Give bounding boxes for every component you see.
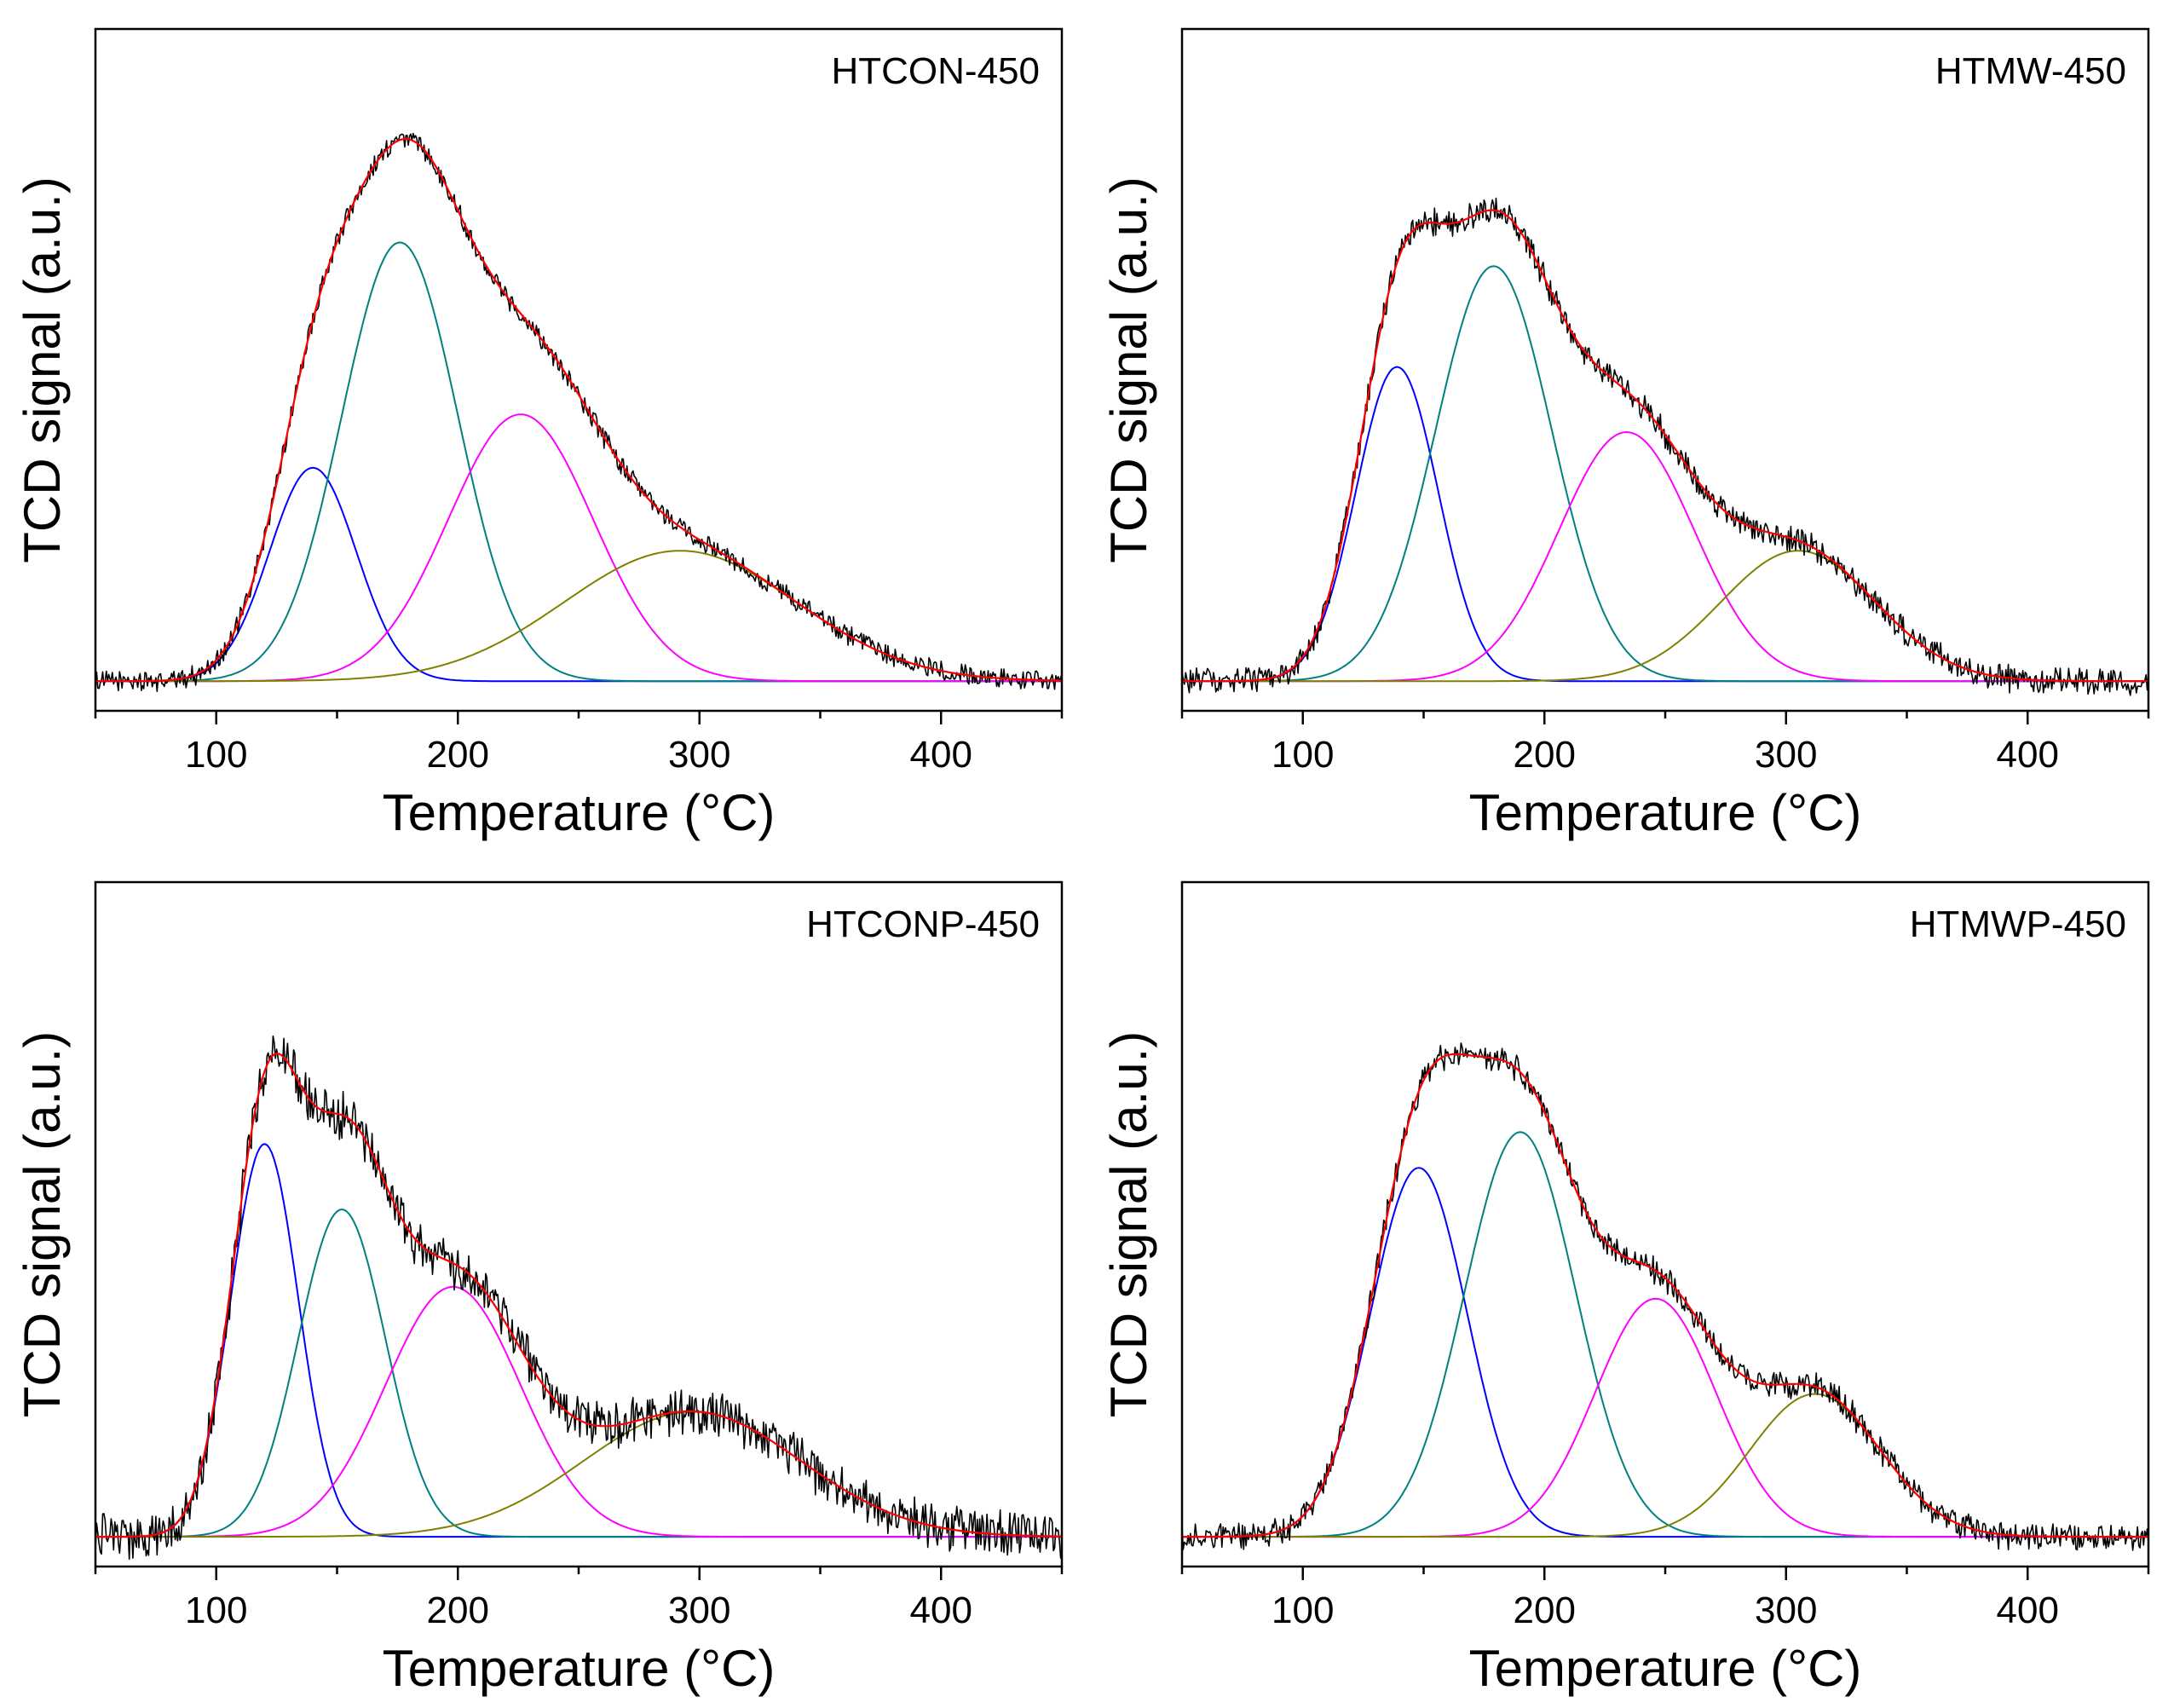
- fit-curve: [95, 138, 1062, 683]
- fit-curve: [95, 1053, 1062, 1538]
- x-axis-title: Temperature (°C): [383, 784, 776, 841]
- x-axis-title: Temperature (°C): [383, 1640, 776, 1697]
- x-tick-label: 200: [427, 1590, 489, 1631]
- x-tick-label: 400: [910, 1590, 972, 1631]
- peak-3-curve: [95, 1285, 1062, 1538]
- plot-area: [95, 1035, 1062, 1561]
- fit-curve: [1182, 209, 2148, 683]
- y-axis-title: TCD signal (a.u.): [14, 176, 71, 563]
- x-tick-label: 100: [185, 734, 247, 776]
- x-tick-label: 100: [185, 1590, 247, 1631]
- peak-1-curve: [1182, 1167, 2148, 1538]
- panel-title: HTCON-450: [832, 50, 1041, 92]
- x-tick-label: 400: [1997, 734, 2059, 776]
- x-tick-label: 300: [668, 1590, 730, 1631]
- x-tick-label: 300: [1755, 734, 1817, 776]
- x-tick-label: 200: [1514, 734, 1576, 776]
- x-tick-label: 100: [1272, 1590, 1334, 1631]
- chart-panel-2: 100 200 300 400 Temperature (°C) TCD signal (…: [1100, 27, 2150, 841]
- experimental-trace: [1182, 197, 2148, 696]
- x-axis-title: Temperature (°C): [1469, 784, 1862, 841]
- x-tick-label: 100: [1272, 734, 1334, 776]
- peak-2-curve: [1182, 265, 2148, 683]
- plot-area: [1182, 1042, 2148, 1551]
- experimental-trace: [95, 132, 1062, 692]
- peak-4-curve: [1182, 550, 2148, 683]
- peak-3-curve: [95, 413, 1062, 683]
- peak-1-curve: [95, 466, 1062, 683]
- x-tick-label: 400: [910, 734, 972, 776]
- y-axis-title: TCD signal (a.u.): [14, 1031, 71, 1417]
- x-tick-label: 300: [1755, 1590, 1817, 1631]
- panel-title: HTMWP-450: [1910, 903, 2126, 945]
- plot-area: [95, 132, 1062, 692]
- experimental-trace: [95, 1035, 1062, 1561]
- plot-area: [1182, 197, 2148, 696]
- panel-title: HTMW-450: [1935, 50, 2126, 92]
- y-axis-title: TCD signal (a.u.): [1100, 176, 1157, 563]
- peak-3-curve: [1182, 431, 2148, 683]
- x-axis-title: Temperature (°C): [1469, 1640, 1862, 1697]
- x-tick-label: 200: [1514, 1590, 1576, 1631]
- fit-curve: [1182, 1053, 2148, 1538]
- peak-1-curve: [1182, 366, 2148, 683]
- peak-3-curve: [1182, 1297, 2148, 1538]
- peak-2-curve: [95, 1209, 1062, 1538]
- chart-panel-1: 100 200 300 400 Temperature (°C) TCD signal (…: [14, 27, 1064, 841]
- chart-panel-3: 100 200 300 400 Temperature (°C) TCD signal (…: [14, 880, 1064, 1697]
- y-axis-title: TCD signal (a.u.): [1100, 1031, 1157, 1417]
- chart-panel-4: 100 200 300 400 Temperature (°C) TCD signal (…: [1100, 880, 2150, 1697]
- panel-title: HTCONP-450: [806, 903, 1040, 945]
- x-tick-label: 300: [668, 734, 730, 776]
- x-tick-label: 400: [1997, 1590, 2059, 1631]
- x-tick-label: 200: [427, 734, 489, 776]
